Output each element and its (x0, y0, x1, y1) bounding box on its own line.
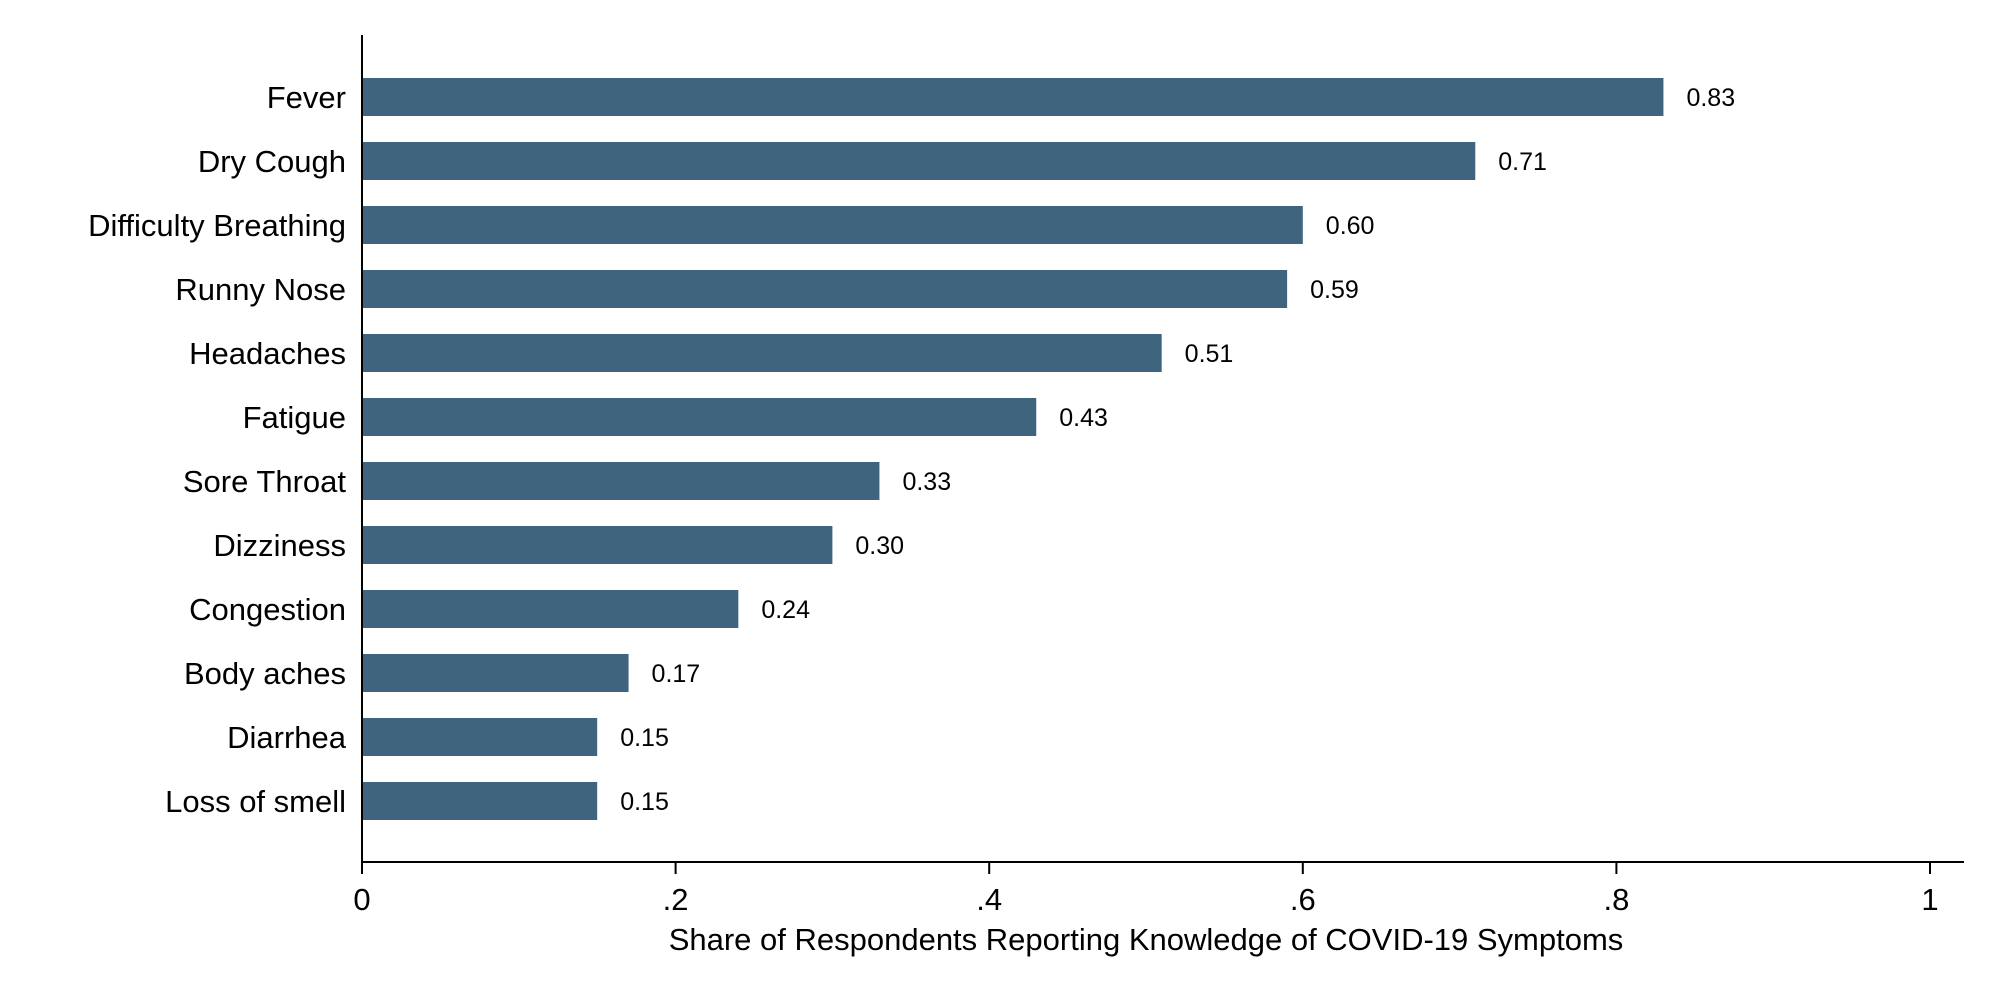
value-label: 0.51 (1185, 340, 1234, 368)
x-axis-title: Share of Respondents Reporting Knowledge… (669, 922, 1624, 957)
bar (362, 206, 1303, 244)
bar (362, 462, 880, 500)
x-tick-label: .4 (976, 882, 1002, 917)
value-label: 0.43 (1059, 404, 1108, 432)
bar (362, 718, 598, 756)
value-label: 0.24 (761, 596, 810, 624)
bar (362, 782, 598, 820)
value-label: 0.59 (1310, 276, 1359, 304)
value-label: 0.33 (902, 468, 951, 496)
bar (362, 334, 1162, 372)
category-label: Congestion (189, 592, 346, 627)
value-label: 0.30 (855, 532, 904, 560)
category-label: Runny Nose (175, 272, 346, 307)
x-tick-label: 0 (353, 882, 370, 917)
category-label: Dry Cough (198, 144, 346, 179)
x-tick-label: 1 (1921, 882, 1938, 917)
category-label: Fatigue (243, 400, 346, 435)
x-axis-ticks: 0 .2 .4 .6 .8 1 (353, 862, 1939, 917)
category-label: Dizziness (213, 528, 346, 563)
bars-layer (362, 78, 1664, 820)
category-label: Headaches (189, 336, 346, 371)
bar (362, 78, 1664, 116)
category-label: Difficulty Breathing (88, 208, 346, 243)
category-labels-layer: Fever Dry Cough Difficulty Breathing Runny … (88, 80, 347, 819)
category-label: Loss of smell (165, 784, 346, 819)
bar (362, 526, 833, 564)
category-label: Sore Throat (183, 464, 347, 499)
bar (362, 654, 629, 692)
value-label: 0.83 (1686, 84, 1735, 112)
value-label: 0.15 (620, 724, 669, 752)
bar (362, 142, 1476, 180)
bar (362, 398, 1037, 436)
category-label: Fever (267, 80, 346, 115)
x-tick-label: .6 (1290, 882, 1316, 917)
value-label: 0.17 (652, 660, 701, 688)
x-tick-label: .8 (1603, 882, 1629, 917)
value-label: 0.15 (620, 788, 669, 816)
bar (362, 270, 1288, 308)
value-label: 0.71 (1498, 148, 1547, 176)
category-label: Body aches (184, 656, 346, 691)
category-label: Diarrhea (227, 720, 347, 755)
value-labels-layer: 0.83 0.71 0.60 0.59 0.51 0.43 0.33 0.30 0.24 0.17… (620, 84, 1735, 816)
bar (362, 590, 739, 628)
value-label: 0.60 (1326, 212, 1375, 240)
x-tick-label: .2 (663, 882, 689, 917)
